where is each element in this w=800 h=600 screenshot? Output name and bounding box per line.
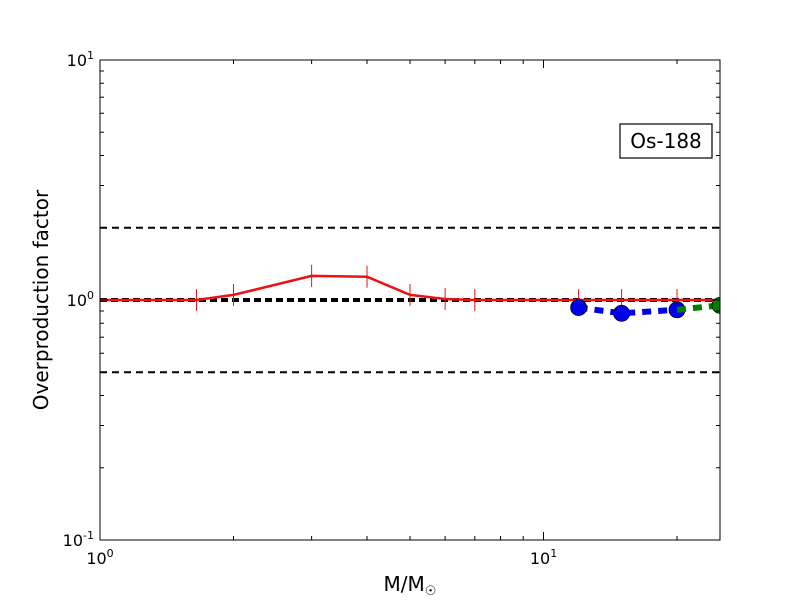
tick-exponent: -1 [83,529,94,542]
series-line [578,304,678,317]
tick-label: 10-1 [63,529,94,550]
annotation-box: Os-188 [619,123,713,159]
data-point [570,299,588,316]
tick-exponent: 0 [107,547,114,560]
y-axis-label: Overproduction factor [29,189,53,410]
tick-label: 101 [67,49,94,70]
annotation-text: Os-188 [630,129,702,153]
x-axis-label: M/M☉ [384,572,437,599]
tick-base: 10 [86,549,106,568]
tick-exponent: 1 [87,49,94,62]
tick-label: 100 [67,289,94,310]
annotation-frame [619,123,713,159]
tick-exponent: 0 [87,289,94,302]
series-line [100,274,720,302]
tick-base: 10 [67,291,87,310]
sun-symbol: ☉ [425,584,437,599]
tick-base: 10 [63,531,83,550]
tick-exponent: 1 [550,547,557,560]
tick-label: 100 [86,547,113,568]
series-layer [100,264,720,322]
x-axis-label-text: M/M [384,572,425,596]
ticks-layer [99,59,720,541]
data-point [711,296,720,314]
tick-base: 10 [67,51,87,70]
tick-label: 101 [530,547,557,568]
data-point [613,304,631,322]
tick-base: 10 [530,549,550,568]
